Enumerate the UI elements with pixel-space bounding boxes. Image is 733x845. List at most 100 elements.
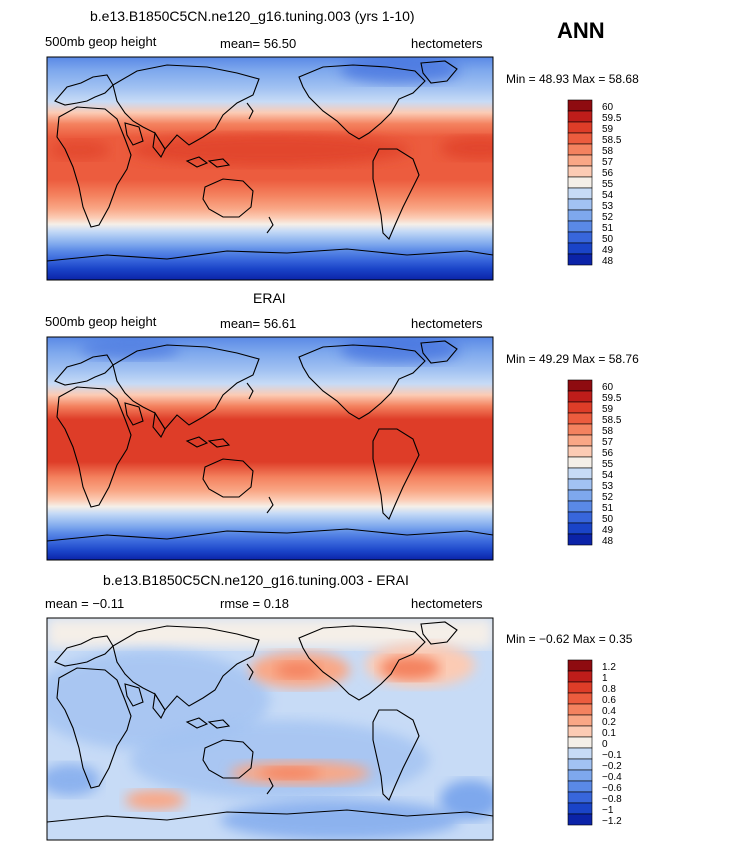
colorbar-label: 56 bbox=[602, 448, 614, 459]
colorbar-swatch bbox=[567, 253, 593, 266]
colorbar-swatch bbox=[567, 791, 593, 804]
colorbar-swatch bbox=[567, 747, 593, 760]
colorbar-swatch bbox=[567, 681, 593, 694]
colorbar-swatch bbox=[567, 121, 593, 134]
colorbar-swatch bbox=[567, 703, 593, 716]
panel3-mean-label: mean = −0.11 bbox=[45, 596, 125, 611]
season-label: ANN bbox=[557, 18, 605, 43]
panel2-title: ERAI bbox=[253, 290, 286, 306]
colorbar-swatch bbox=[567, 813, 593, 826]
colorbar-swatch bbox=[567, 220, 593, 233]
panel3-rmse-label: rmse = 0.18 bbox=[220, 596, 290, 611]
panel3-title: b.e13.B1850C5CN.ne120_g16.tuning.003 - E… bbox=[103, 572, 409, 588]
colorbar-swatch bbox=[567, 176, 593, 189]
colorbar-swatch bbox=[567, 456, 593, 469]
panel1-mean-label: mean= 56.50 bbox=[220, 36, 297, 51]
colorbar-swatch bbox=[567, 242, 593, 255]
colorbar-label: 54 bbox=[602, 190, 614, 201]
colorbar-swatch bbox=[567, 379, 593, 392]
colorbar-label: 1 bbox=[602, 673, 608, 684]
colorbar-swatch bbox=[567, 231, 593, 244]
colorbar-label: 60 bbox=[602, 382, 614, 393]
colorbar-label: 49 bbox=[602, 245, 614, 256]
colorbar-swatch bbox=[567, 714, 593, 727]
panel1-variable-label: 500mb geop height bbox=[45, 34, 157, 49]
colorbar-swatch bbox=[567, 659, 593, 672]
colorbar-label: 0.1 bbox=[602, 728, 616, 739]
panel1-minmax: Min = 48.93 Max = 58.68 bbox=[506, 72, 639, 86]
colorbar-label: −0.1 bbox=[602, 750, 622, 761]
colorbar-swatch bbox=[567, 401, 593, 414]
colorbar-swatch bbox=[567, 522, 593, 535]
colorbar-label: −1.2 bbox=[602, 816, 622, 827]
colorbar-label: −0.2 bbox=[602, 761, 622, 772]
colorbar-swatch bbox=[567, 390, 593, 403]
colorbar-swatch bbox=[567, 187, 593, 200]
panel2-mean-label: mean= 56.61 bbox=[220, 316, 297, 331]
panel1-map bbox=[46, 56, 494, 281]
colorbar-label: 56 bbox=[602, 168, 614, 179]
colorbar-label: 58.5 bbox=[602, 135, 622, 146]
colorbar-label: 55 bbox=[602, 459, 614, 470]
colorbar-label: 48 bbox=[602, 536, 614, 547]
colorbar-label: −0.6 bbox=[602, 783, 622, 794]
colorbar-swatch bbox=[567, 110, 593, 123]
colorbar-swatch bbox=[567, 154, 593, 167]
colorbar-swatch bbox=[567, 445, 593, 458]
colorbar-label: 50 bbox=[602, 514, 614, 525]
panel3-units-label: hectometers bbox=[411, 596, 483, 611]
colorbar-label: 58 bbox=[602, 146, 614, 157]
colorbar-label: 58 bbox=[602, 426, 614, 437]
colorbar-swatch bbox=[567, 500, 593, 513]
colorbar-label: 59.5 bbox=[602, 393, 622, 404]
colorbar-swatch bbox=[567, 780, 593, 793]
colorbar-swatch bbox=[567, 209, 593, 222]
colorbar-swatch bbox=[567, 489, 593, 502]
colorbar-swatch bbox=[567, 132, 593, 145]
colorbar-swatch bbox=[567, 670, 593, 683]
colorbar-swatch bbox=[567, 143, 593, 156]
panel2-map bbox=[46, 336, 494, 561]
colorbar-swatch bbox=[567, 467, 593, 480]
colorbar-label: 49 bbox=[602, 525, 614, 536]
colorbar-label: 0.4 bbox=[602, 706, 616, 717]
colorbar-label: 0.8 bbox=[602, 684, 616, 695]
panel3-map bbox=[46, 617, 494, 841]
colorbar-label: 0.6 bbox=[602, 695, 616, 706]
colorbar-label: 51 bbox=[602, 223, 614, 234]
panel1-title: b.e13.B1850C5CN.ne120_g16.tuning.003 (yr… bbox=[90, 8, 415, 24]
panel2-minmax: Min = 49.29 Max = 58.76 bbox=[506, 352, 639, 366]
colorbar-label: −0.4 bbox=[602, 772, 622, 783]
colorbar-label: 59.5 bbox=[602, 113, 622, 124]
colorbar-label: 51 bbox=[602, 503, 614, 514]
colorbar-label: 53 bbox=[602, 481, 614, 492]
colorbar-swatch bbox=[567, 533, 593, 546]
colorbar-label: 1.2 bbox=[602, 662, 616, 673]
colorbar-label: 48 bbox=[602, 256, 614, 267]
colorbar-swatch bbox=[567, 758, 593, 771]
colorbar-label: 54 bbox=[602, 470, 614, 481]
colorbar-label: 57 bbox=[602, 437, 614, 448]
colorbar-swatch bbox=[567, 511, 593, 524]
colorbar-swatch bbox=[567, 725, 593, 738]
colorbar-swatch bbox=[567, 802, 593, 815]
colorbar-label: 59 bbox=[602, 124, 614, 135]
colorbar-label: 59 bbox=[602, 404, 614, 415]
colorbar-label: 58.5 bbox=[602, 415, 622, 426]
colorbar-swatch bbox=[567, 736, 593, 749]
colorbar-swatch bbox=[567, 423, 593, 436]
colorbar-label: −1 bbox=[602, 805, 614, 816]
panel3-minmax: Min = −0.62 Max = 0.35 bbox=[506, 632, 633, 646]
colorbar-label: −0.8 bbox=[602, 794, 622, 805]
colorbar-swatch bbox=[567, 99, 593, 112]
colorbar-swatch bbox=[567, 412, 593, 425]
panel3-colorbar: 1.210.80.60.40.20.10−0.1−0.2−0.4−0.6−0.8… bbox=[567, 659, 622, 827]
panel1-units-label: hectometers bbox=[411, 36, 483, 51]
colorbar-swatch bbox=[567, 434, 593, 447]
colorbar-label: 52 bbox=[602, 492, 614, 503]
colorbar-label: 50 bbox=[602, 234, 614, 245]
colorbar-label: 60 bbox=[602, 102, 614, 113]
colorbar-swatch bbox=[567, 692, 593, 705]
